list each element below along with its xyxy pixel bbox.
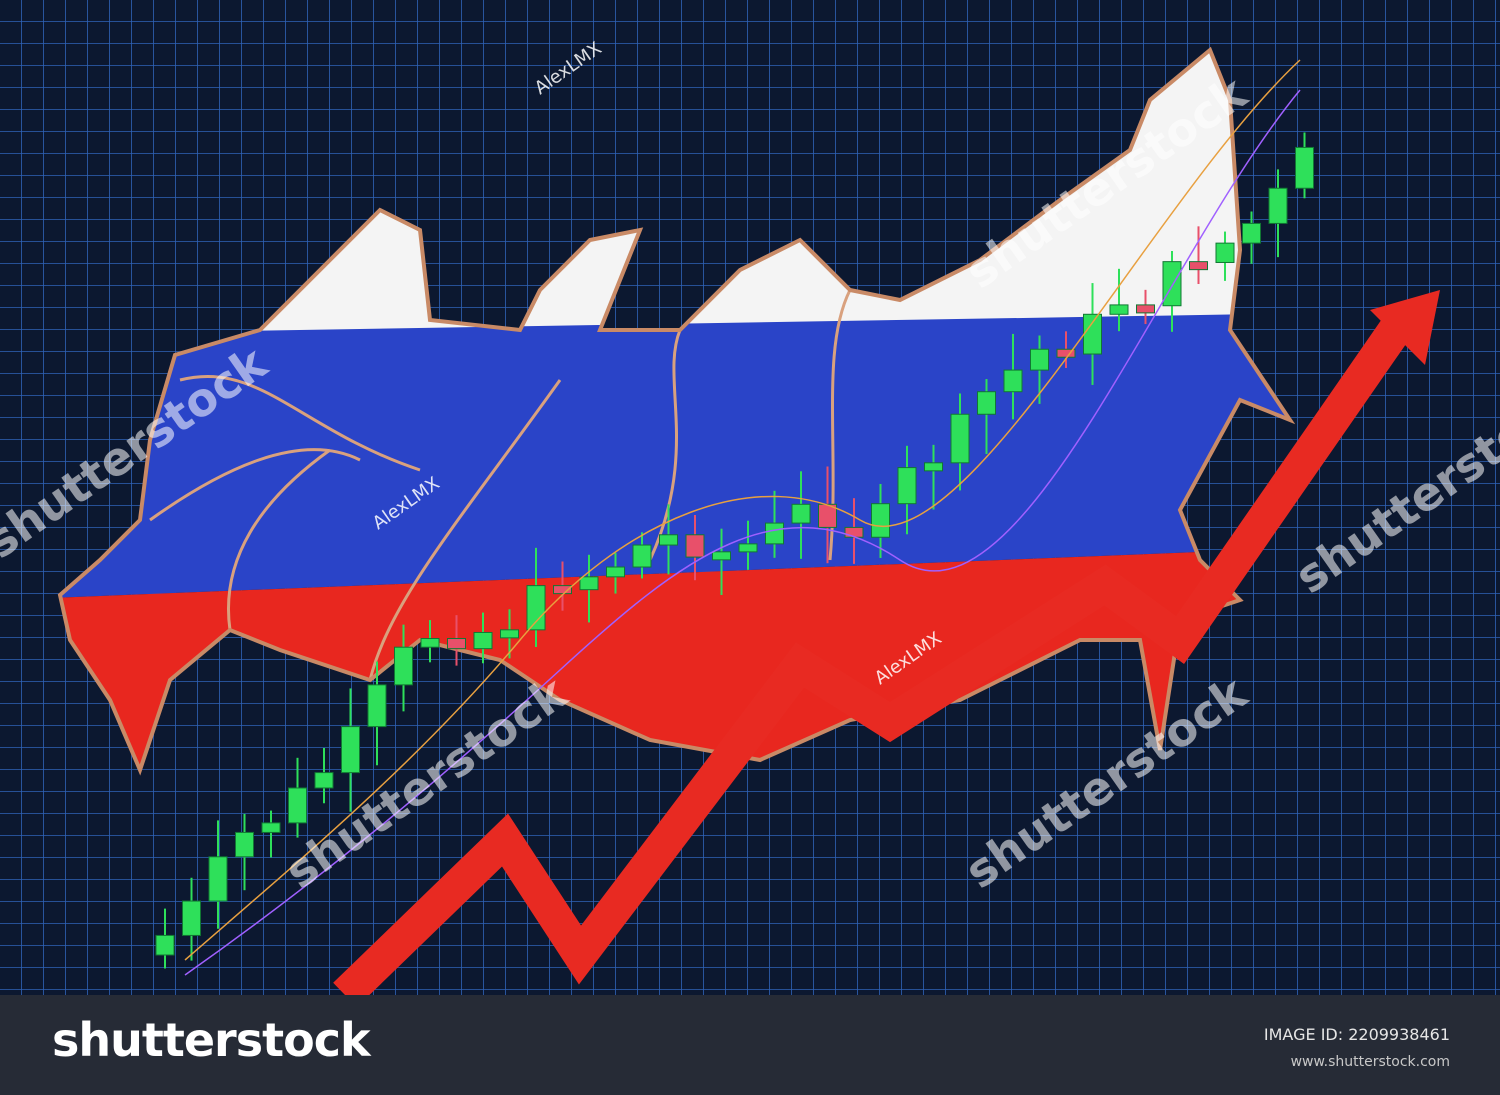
candle-up <box>632 544 652 568</box>
candle-up <box>897 467 917 505</box>
candle-up <box>367 684 387 728</box>
candle-up <box>500 629 519 639</box>
candle-up <box>765 522 784 545</box>
candle-up <box>155 934 175 956</box>
candle-up <box>1030 348 1049 371</box>
image-id: IMAGE ID: 2209938461 <box>1263 1025 1450 1044</box>
arrow-shaft <box>333 320 1409 995</box>
candle-up <box>1242 222 1261 244</box>
candle-up <box>261 822 281 833</box>
candle-up <box>1083 313 1102 355</box>
candle-down <box>1136 304 1155 314</box>
candle-down <box>447 638 466 650</box>
candle-up <box>1295 146 1314 189</box>
candle-up <box>950 413 970 464</box>
candle-up <box>208 856 228 902</box>
flag-blue-stripe <box>60 310 1290 600</box>
candle-down <box>553 585 572 595</box>
moving-average-line <box>184 89 1301 976</box>
candle-up <box>924 462 943 472</box>
website-link[interactable]: www.shutterstock.com <box>1290 1054 1450 1070</box>
candle-up <box>659 534 678 546</box>
candle-up <box>526 585 546 631</box>
candlestick-chart <box>155 132 1314 969</box>
shutterstock-logo: shutterstock <box>52 1013 371 1067</box>
candle-up <box>871 503 890 538</box>
candle-up <box>738 543 758 553</box>
candle-up <box>791 503 811 524</box>
candle-up <box>182 900 201 936</box>
red-up-arrow <box>333 290 1440 995</box>
candle-up <box>473 631 493 650</box>
moving-average-line <box>184 59 1301 961</box>
candle-up <box>394 646 413 686</box>
arrow-head <box>1370 290 1440 365</box>
candle-down <box>1056 348 1076 358</box>
russia-growth-illustration: AlexLMX AlexLMX AlexLMX shutterstock shu… <box>0 0 1500 995</box>
candle-up <box>1003 369 1023 393</box>
candle-up <box>288 787 307 824</box>
candle-up <box>420 638 440 648</box>
candle-down <box>844 526 864 538</box>
candle-up <box>314 772 334 789</box>
region-borders <box>149 289 852 681</box>
candle-up <box>1268 187 1288 224</box>
candle-down <box>685 534 705 558</box>
candle-up <box>712 551 731 561</box>
candle-up <box>235 831 254 858</box>
candle-down <box>1189 261 1208 271</box>
map-outline <box>57 46 1296 776</box>
candle-up <box>1109 304 1129 315</box>
candle-up <box>1215 242 1235 263</box>
candle-up <box>341 726 360 774</box>
candle-up <box>606 566 625 578</box>
candle-up <box>977 391 996 415</box>
candle-up <box>579 576 599 591</box>
footer-bar: shutterstock IMAGE ID: 2209938461 www.sh… <box>0 995 1500 1095</box>
candle-up <box>1162 261 1182 307</box>
